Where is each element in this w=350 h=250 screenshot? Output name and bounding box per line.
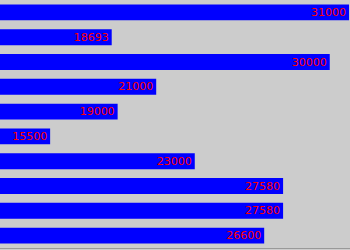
svg-text:27580: 27580 xyxy=(245,204,280,217)
svg-text:26600: 26600 xyxy=(226,229,261,242)
svg-text:18693: 18693 xyxy=(74,31,109,44)
svg-text:23000: 23000 xyxy=(157,155,192,168)
svg-text:30000: 30000 xyxy=(292,56,327,69)
svg-text:21000: 21000 xyxy=(118,80,153,93)
svg-text:19000: 19000 xyxy=(80,105,115,118)
svg-text:15500: 15500 xyxy=(12,130,47,143)
svg-text:27580: 27580 xyxy=(245,180,280,193)
svg-text:31000: 31000 xyxy=(311,6,346,19)
